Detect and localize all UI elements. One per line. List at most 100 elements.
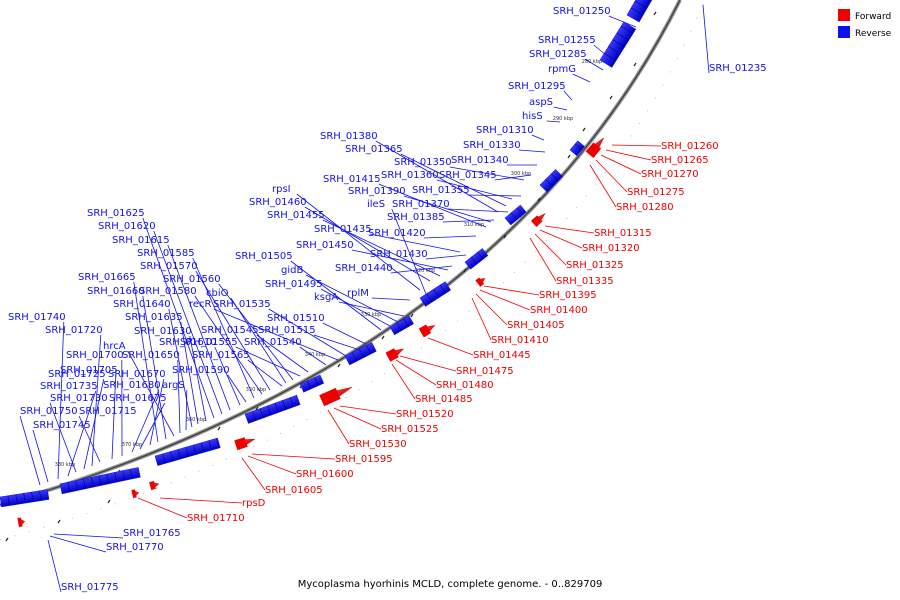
gene-label-srh-01670: SRH_01670 [108,369,166,380]
gene-label-srh-01270: SRH_01270 [641,169,699,180]
leader-line-srh-01315 [544,225,595,234]
gene-label-asps: aspS [529,97,553,108]
gene-label-srh-01475: SRH_01475 [456,366,514,377]
gene-label-srh-01265: SRH_01265 [651,155,709,166]
gene-label-srh-01535: SRH_01535 [213,299,271,310]
leader-line-srh-01560 [218,283,294,381]
leader-line-srh-01540 [299,346,327,366]
gene-label-gidb: gidB [281,265,303,276]
gene-label-srh-01580: SRH_01580 [139,286,197,297]
tick-label-340-kbp: 340 kbp [305,352,325,358]
leader-line-cbio [230,297,287,384]
gene-label-rpmg: rpmG [548,64,576,75]
gene-label-srh-01520: SRH_01520 [396,409,454,420]
gene-label-srh-01665: SRH_01665 [78,272,136,283]
gene-label-srh-01420: SRH_01420 [368,228,426,239]
gene-label-srh-01325: SRH_01325 [566,260,624,271]
gene-label-srh-01345: SRH_01345 [439,170,497,181]
gene-label-srh-01545: SRH_01545 [201,325,259,336]
reverse-gene-block [569,140,585,157]
leader-line-srh-01400 [479,289,531,311]
tick-mark [503,234,507,239]
gene-label-srh-01510: SRH_01510 [267,313,325,324]
leader-line-srh-01440 [390,265,453,274]
legend-forward-swatch [838,9,850,21]
leader-line-srh-01635 [180,321,199,425]
reverse-gene-block [59,467,141,495]
leader-line-rplm [371,297,411,301]
gene-label-srh-01595: SRH_01595 [335,454,393,465]
leader-line-srh-01330 [518,149,546,153]
gene-label-srh-01505: SRH_01505 [235,251,293,262]
gene-label-srh-01770: SRH_01770 [106,542,164,553]
leader-line-srh-01325 [534,233,567,266]
leader-line-srh-01275 [595,159,628,193]
gene-label-srh-01700: SRH_01700 [66,350,124,361]
gene-label-srh-01585: SRH_01585 [137,248,195,259]
leader-line-srh-01660 [142,295,167,440]
leader-line-srh-01680 [131,389,160,453]
leader-line-srh-01505 [290,260,382,331]
leader-line-srh-01715 [78,415,101,463]
leader-line-srh-01355 [467,194,522,197]
gene-label-srh-01725: SRH_01725 [48,369,106,380]
leader-line-args [185,389,188,431]
gene-label-srh-01680: SRH_01680 [103,380,161,391]
gene-label-srh-01620: SRH_01620 [98,221,156,232]
leader-line-iles [391,208,427,295]
gene-label-srh-01455: SRH_01455 [267,210,325,221]
leader-line-srh-01720 [91,334,102,467]
leader-line-srh-01620 [153,230,223,415]
leader-line-srh-01630 [189,335,207,422]
leader-line-srh-01770 [49,535,107,553]
gene-label-srh-01675: SRH_01675 [109,393,167,404]
leader-line-srh-01250 [608,15,637,28]
gene-label-srh-01435: SRH_01435 [314,224,372,235]
gene-label-srh-01330: SRH_01330 [463,140,521,151]
gene-label-srh-01260: SRH_01260 [661,141,719,152]
gene-label-srh-01660: SRH_01660 [87,286,145,297]
leader-line-srh-01650 [177,359,181,434]
gene-label-srh-01565: SRH_01565 [192,350,250,361]
tick-mark [57,519,61,524]
leader-line-rpsd [159,497,243,504]
leader-line-srh-01750 [19,415,41,486]
gene-label-srh-01415: SRH_01415 [323,174,381,185]
tick-layer: 280 kbp 290 kbp 300 kbp 310 kbp 320 kbp 330 k… [5,11,657,542]
gene-label-srh-01530: SRH_01530 [349,439,407,450]
legend: Forward Reverse [838,9,892,39]
leader-line-srh-01380 [375,140,499,213]
leader-line-rpsi [296,193,421,291]
gene-label-srh-01280: SRH_01280 [616,202,674,213]
leader-line-srh-01435 [369,233,461,253]
tick-label-380-kbp: 380 kbp [55,462,75,468]
gene-label-srh-01615: SRH_01615 [112,235,170,246]
legend-reverse-swatch [838,26,850,38]
leader-line-srh-01725 [83,378,105,470]
reverse-gene-block [419,281,451,307]
gene-label-iles: ileS [367,199,385,210]
reverse-gene-block [389,315,414,336]
reverse-gene-block [344,342,377,366]
reverse-gene-block [504,204,527,226]
gene-label-srh-01630: SRH_01630 [134,326,192,337]
forward-gene-block [585,137,604,158]
leader-line-srh-01260 [611,144,662,147]
tick-mark [410,313,414,318]
leader-line-srh-01430 [425,254,467,260]
gene-label-srh-01765: SRH_01765 [123,528,181,539]
forward-gene-block [319,387,352,407]
gene-label-srh-01235: SRH_01235 [709,63,767,74]
gene-label-srh-01735: SRH_01735 [40,381,98,392]
forward-gene-block [418,324,436,338]
tick-label-350-kbp: 350 kbp [246,387,266,393]
leader-line-srh-01735 [67,390,97,477]
gene-label-srh-01335: SRH_01335 [556,276,614,287]
gene-label-srh-01395: SRH_01395 [539,290,597,301]
reverse-gene-block [154,437,221,466]
leader-line-srh-01615 [167,244,231,411]
reverse-gene-block [244,394,301,424]
leader-line-asps [553,106,568,111]
leader-line-srh-01665 [133,281,159,443]
gene-label-srh-01515: SRH_01515 [258,325,316,336]
